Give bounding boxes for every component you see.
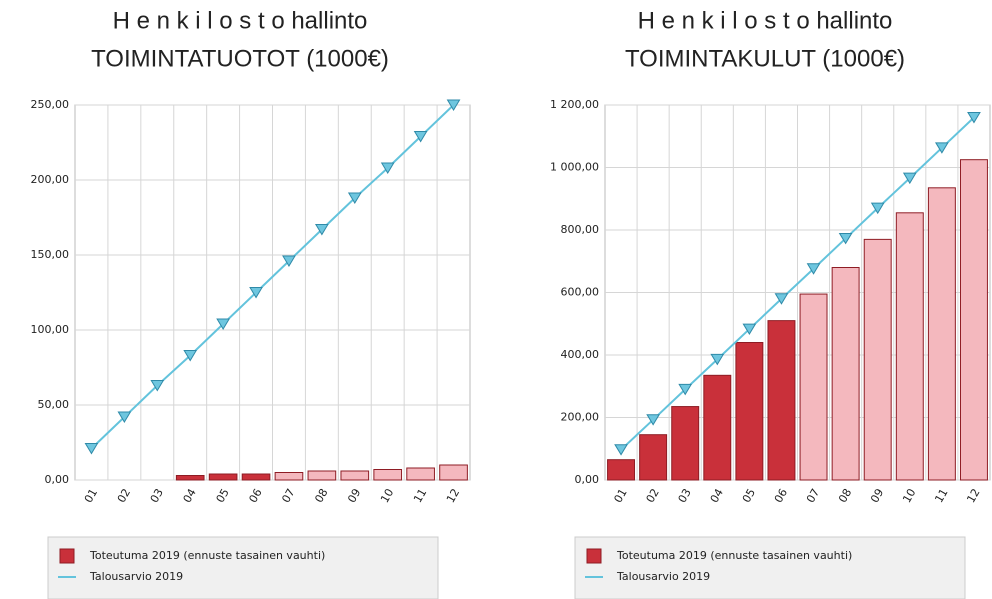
- marker: [84, 443, 99, 455]
- x-tick-label: 10: [900, 486, 918, 505]
- marker: [150, 380, 165, 392]
- marker: [282, 255, 296, 267]
- marker: [774, 293, 789, 305]
- bar: [175, 475, 205, 481]
- bar: [927, 187, 956, 481]
- marker: [967, 112, 981, 124]
- legend-box: [574, 536, 966, 599]
- bar: [671, 406, 700, 481]
- y-tick-label: 200,00: [31, 173, 70, 186]
- legend-label: Toteutuma 2019 (ennuste tasainen vauhti): [89, 549, 325, 562]
- marker: [710, 353, 725, 366]
- x-tick-label: 05: [214, 486, 232, 505]
- marker: [314, 224, 329, 236]
- x-tick-label: 04: [708, 486, 726, 505]
- legend-label: Talousarvio 2019: [89, 570, 183, 583]
- marker: [413, 131, 428, 143]
- y-tick-label: 400,00: [561, 348, 600, 361]
- y-tick-label: 1 200,00: [550, 98, 599, 111]
- y-tick-label: 0,00: [575, 473, 600, 486]
- marker: [838, 232, 853, 245]
- x-tick-label: 01: [611, 486, 629, 505]
- x-tick-label: 07: [279, 486, 297, 505]
- bar: [340, 470, 370, 481]
- bar: [274, 472, 304, 481]
- x-tick-label: 11: [932, 486, 950, 505]
- x-tick-label: 06: [772, 486, 790, 505]
- bar: [307, 470, 337, 481]
- chart-title: H e n k i l o s t o hallinto: [113, 7, 368, 34]
- marker: [742, 323, 757, 336]
- chart-subtitle: TOIMINTATUOTOT (1000€): [91, 45, 389, 72]
- y-tick-label: 50,00: [38, 398, 70, 411]
- marker: [870, 202, 885, 215]
- x-tick-label: 11: [411, 486, 429, 505]
- chart-subtitle: TOIMINTAKULUT (1000€): [625, 45, 905, 72]
- bar: [241, 473, 271, 481]
- x-tick-label: 12: [444, 486, 462, 505]
- y-tick-label: 1 000,00: [550, 161, 599, 174]
- marker: [117, 411, 132, 423]
- marker: [614, 444, 628, 456]
- bar: [735, 342, 764, 481]
- bar: [639, 434, 668, 481]
- bar: [895, 212, 924, 481]
- y-tick-label: 200,00: [561, 411, 600, 424]
- marker: [216, 318, 231, 330]
- chart-title: H e n k i l o s t o hallinto: [638, 7, 893, 34]
- legend-box: [47, 536, 439, 599]
- y-tick-label: 250,00: [31, 98, 70, 111]
- bar: [831, 267, 860, 481]
- x-tick-label: 08: [312, 486, 330, 505]
- marker: [934, 142, 949, 154]
- bar: [767, 320, 796, 481]
- legend-label: Talousarvio 2019: [616, 570, 710, 583]
- marker: [678, 383, 693, 396]
- bar: [406, 467, 435, 481]
- x-tick-label: 09: [868, 486, 886, 505]
- x-tick-label: 01: [82, 486, 100, 505]
- marker: [249, 287, 263, 299]
- marker: [806, 263, 821, 275]
- y-tick-label: 100,00: [31, 323, 70, 336]
- x-tick-label: 05: [740, 486, 758, 505]
- legend-swatch: [586, 548, 602, 564]
- y-tick-label: 800,00: [561, 223, 600, 236]
- x-tick-label: 09: [345, 486, 363, 505]
- x-tick-label: 02: [644, 486, 662, 505]
- legend-swatch: [59, 548, 75, 564]
- bar: [607, 459, 636, 481]
- bar: [373, 469, 403, 481]
- bar: [208, 473, 238, 481]
- marker: [902, 172, 917, 185]
- marker: [183, 350, 198, 362]
- y-tick-label: 0,00: [45, 473, 70, 486]
- legend-label: Toteutuma 2019 (ennuste tasainen vauhti): [616, 549, 852, 562]
- bar: [703, 374, 732, 481]
- marker: [380, 162, 395, 174]
- x-tick-label: 03: [148, 486, 166, 505]
- x-tick-label: 12: [964, 486, 982, 505]
- x-tick-label: 07: [804, 486, 822, 505]
- x-tick-label: 06: [246, 486, 264, 505]
- x-tick-label: 03: [676, 486, 694, 505]
- marker: [446, 99, 461, 111]
- bar: [799, 293, 828, 481]
- x-tick-label: 10: [378, 486, 396, 505]
- y-tick-label: 150,00: [31, 248, 70, 261]
- x-tick-label: 02: [115, 486, 133, 505]
- bar: [863, 238, 892, 481]
- x-tick-label: 04: [181, 486, 199, 505]
- y-tick-label: 600,00: [561, 286, 600, 299]
- marker: [347, 192, 362, 204]
- marker: [646, 414, 661, 426]
- x-tick-label: 08: [836, 486, 854, 505]
- bar: [439, 464, 468, 481]
- bar: [959, 159, 988, 481]
